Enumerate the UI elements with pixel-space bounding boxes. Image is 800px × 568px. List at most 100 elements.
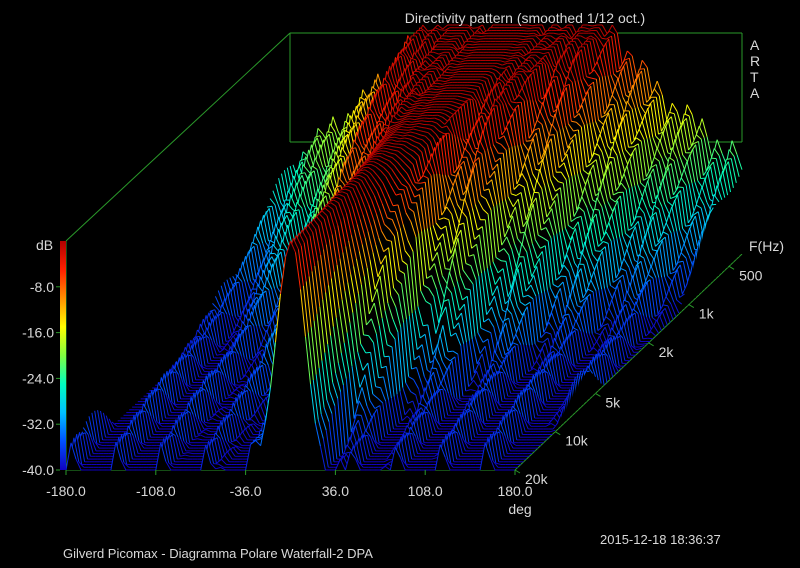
waterfall-curve-segment [690,134,697,147]
waterfall-curve-segment [589,122,596,151]
waterfall-curve-segment [544,63,551,90]
waterfall-curve-segment [416,147,423,153]
waterfall-curve-segment [477,332,484,343]
waterfall-curve-segment [647,108,654,138]
waterfall-curve-segment [628,226,634,231]
waterfall-curve-segment [526,181,533,204]
waterfall-curve-segment [293,209,300,212]
waterfall-curve-segment [397,204,404,225]
waterfall-curve-segment [643,257,650,277]
waterfall-curve-segment [640,261,647,283]
waterfall-curve-segment [366,158,372,162]
waterfall-curve-segment [437,82,443,85]
waterfall-curve-segment [401,140,407,143]
waterfall-curve-segment [235,283,242,316]
waterfall-curve-segment [416,68,422,71]
waterfall-curve-segment [662,131,669,153]
waterfall-curve-segment [626,61,632,90]
waterfall-curve-segment [634,226,641,252]
waterfall-curve-segment [656,80,663,96]
waterfall-curve-segment [422,324,428,327]
waterfall-curve-segment [446,68,452,71]
waterfall-curve-segment [444,118,451,125]
waterfall-curve-segment [514,382,520,386]
waterfall-curve-segment [534,343,541,353]
waterfall-curve-segment [424,99,430,102]
waterfall-curve-segment [527,153,534,174]
waterfall-curve-segment [376,143,383,147]
waterfall-curve-segment [383,167,390,174]
waterfall-curve-segment [515,108,521,145]
waterfall-curve-segment [641,60,648,68]
waterfall-curve-segment [412,183,418,191]
waterfall-curve-segment [426,127,432,130]
waterfall-curve-segment [587,178,594,200]
waterfall-curve-segment [553,134,560,168]
waterfall-curve-segment [466,342,472,381]
waterfall-curve-segment [685,185,692,219]
waterfall-curve-segment [535,35,542,42]
waterfall-curve-segment [531,266,538,277]
waterfall-curve-segment [590,171,596,196]
waterfall-curve-segment [553,353,560,386]
waterfall-curve-segment [692,148,699,181]
waterfall-curve-segment [370,151,376,157]
waterfall-curve-segment [583,211,590,234]
waterfall-curve-segment [700,139,707,172]
waterfall-curve-segment [713,194,720,203]
waterfall-curve-segment [461,49,467,51]
waterfall-curve-segment [613,73,619,80]
waterfall-curve-segment [668,120,674,147]
waterfall-curve-segment [256,299,263,327]
waterfall-curve-segment [543,321,550,333]
waterfall-curve-segment [538,294,545,333]
waterfall-curve-segment [610,108,617,135]
waterfall-curve-segment [466,101,473,138]
waterfall-curve-segment [637,143,644,181]
waterfall-curve-segment [556,76,563,98]
waterfall-curve-segment [449,46,455,49]
waterfall-curve-segment [552,76,558,78]
waterfall-curve-segment [601,24,608,35]
waterfall-curve-segment [604,288,610,308]
waterfall-curve-segment [240,375,246,381]
waterfall-curve-segment [476,244,483,274]
waterfall-curve-segment [518,38,524,41]
waterfall-curve-segment [679,293,685,298]
waterfall-curve-segment [614,86,621,100]
waterfall-curve-segment [611,146,618,156]
waterfall-curve-segment [399,227,406,251]
waterfall-curve-segment [646,316,653,331]
waterfall-curve-segment [331,168,338,190]
waterfall-curve-segment [559,187,566,229]
waterfall-curve-segment [571,31,577,39]
waterfall-curve-segment [491,68,497,72]
waterfall-curve-segment [518,94,525,102]
waterfall-curve-segment [397,161,403,169]
waterfall-curve-segment [454,178,461,201]
waterfall-curve-segment [430,175,437,224]
waterfall-curve-segment [649,221,656,247]
waterfall-curve-segment [548,88,554,113]
waterfall-curve-segment [383,77,390,85]
waterfall-curve-segment [248,291,255,299]
waterfall-curve-segment [358,125,365,146]
waterfall-curve-segment [372,153,378,156]
waterfall-curve-segment [491,105,497,107]
waterfall-curve-segment [608,335,614,337]
waterfall-curve-segment [560,346,567,358]
waterfall-curve-segment [712,162,719,188]
waterfall-curve-segment [462,62,468,65]
waterfall-curve-segment [419,46,426,60]
waterfall-curve-segment [450,174,457,177]
waterfall-curve-segment [537,234,544,239]
waterfall-curve-segment [558,162,565,168]
waterfall-curve-segment [616,69,622,73]
waterfall-curve-segment [608,112,614,140]
waterfall-curve-segment [616,155,623,180]
waterfall-curve-segment [711,203,717,206]
waterfall-curve-segment [451,108,457,112]
waterfall-curve-segment [374,93,380,114]
waterfall-curve-segment [498,135,505,140]
waterfall-curve-segment [678,260,684,263]
